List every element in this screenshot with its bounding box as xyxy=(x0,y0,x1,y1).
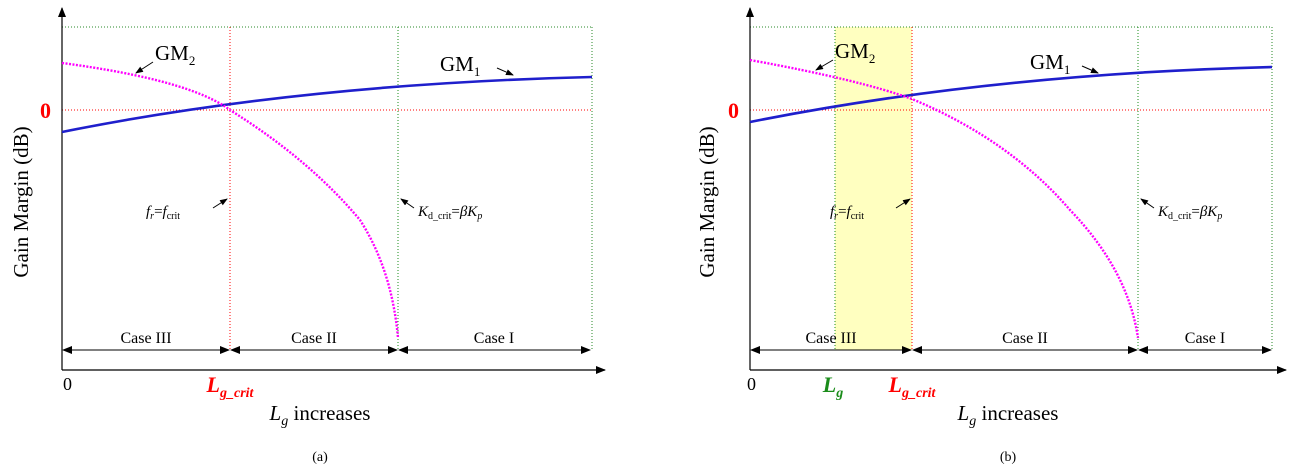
gm1-pointer xyxy=(1081,65,1099,74)
case1-label: Case I xyxy=(474,330,514,347)
panel-b: Gain Margin (dB) 0 0 GM2 GM1 fr=fcrit Kd… xyxy=(695,7,1287,465)
origin-label: 0 xyxy=(63,374,72,394)
gm1-label: GM1 xyxy=(440,52,480,79)
caption-b: (b) xyxy=(1000,450,1017,465)
gm1-label: GM1 xyxy=(1030,50,1070,77)
zero-label: 0 xyxy=(728,98,739,123)
gm2-pointer xyxy=(135,61,154,74)
gm1-pointer xyxy=(496,67,514,76)
y-axis-label: Gain Margin (dB) xyxy=(9,126,33,277)
zero-label: 0 xyxy=(40,98,51,123)
panel-a: Gain Margin (dB) 0 0 GM2 GM1 fr=fcrit Kd… xyxy=(9,7,606,465)
fr-fcrit-label: fr=fcrit xyxy=(146,204,180,222)
kd-pointer xyxy=(400,198,415,209)
fr-fcrit-label: fr=fcrit xyxy=(830,204,864,222)
gm1-curve xyxy=(749,65,1273,124)
gm2-label: GM2 xyxy=(155,41,195,68)
lg-label: Lg xyxy=(822,372,843,401)
gm2-curve xyxy=(749,58,1140,339)
caption-a: (a) xyxy=(312,450,328,465)
case3-label: Case III xyxy=(120,330,171,347)
gm2-label: GM2 xyxy=(835,39,875,66)
kd-crit-label: Kd_crit=βKp xyxy=(417,204,482,222)
lg-crit-label: Lg_crit xyxy=(888,372,937,401)
kd-pointer xyxy=(1140,198,1155,209)
y-axis-label: Gain Margin (dB) xyxy=(695,126,719,277)
fr-pointer xyxy=(212,198,228,209)
x-axis-label: Lg increases xyxy=(957,401,1059,429)
case1-label: Case I xyxy=(1185,330,1225,347)
origin-label: 0 xyxy=(747,374,756,394)
gm1-curve xyxy=(61,75,593,134)
case3-label: Case III xyxy=(805,330,856,347)
gm2-curve xyxy=(61,61,400,339)
lg-crit-label: Lg_crit xyxy=(206,372,255,401)
case2-label: Case II xyxy=(291,330,337,347)
case2-label: Case II xyxy=(1002,330,1048,347)
gm2-pointer xyxy=(815,59,834,71)
fr-pointer xyxy=(895,198,911,209)
kd-crit-label: Kd_crit=βKp xyxy=(1157,204,1222,222)
x-axis-label: Lg increases xyxy=(269,401,371,429)
lg-highlight-band xyxy=(835,27,912,350)
